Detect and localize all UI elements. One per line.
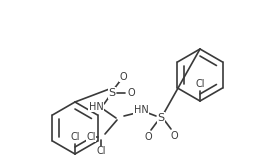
Text: O: O [127, 88, 135, 98]
Text: HN: HN [134, 105, 148, 115]
Text: S: S [109, 88, 116, 98]
Text: HN: HN [89, 102, 103, 112]
Text: Cl: Cl [86, 132, 96, 142]
Text: Cl: Cl [195, 79, 205, 89]
Text: S: S [157, 113, 165, 123]
Text: O: O [144, 132, 152, 142]
Text: O: O [170, 131, 178, 141]
Text: O: O [119, 72, 127, 82]
Text: Cl: Cl [96, 146, 106, 156]
Text: Cl: Cl [70, 132, 80, 142]
